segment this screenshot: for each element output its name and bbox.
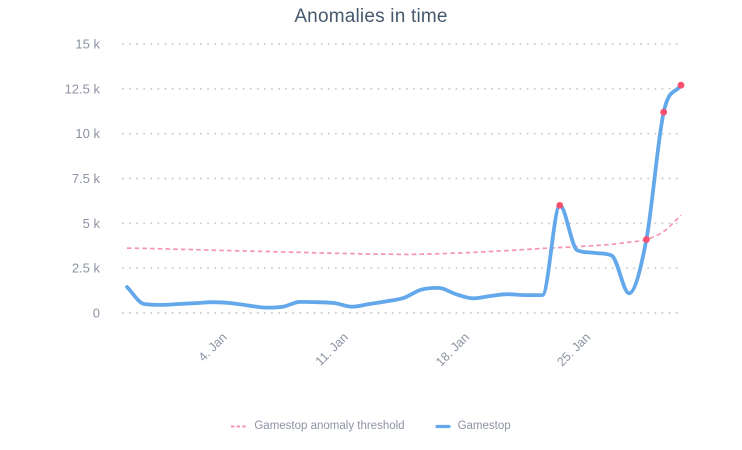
x-axis-label: 18. Jan xyxy=(433,330,472,369)
x-axis-label: 11. Jan xyxy=(313,330,351,368)
y-axis-label: 2.5 k xyxy=(72,261,101,276)
chart-legend: Gamestop anomaly threshold Gamestop xyxy=(0,420,742,432)
legend-item-threshold[interactable]: Gamestop anomaly threshold xyxy=(231,420,405,432)
anomaly-dot[interactable] xyxy=(660,108,668,116)
gamestop-line[interactable] xyxy=(125,83,683,310)
y-axis-label: 10 k xyxy=(75,126,100,141)
legend-label-threshold: Gamestop anomaly threshold xyxy=(254,420,405,432)
y-axis-label: 7.5 k xyxy=(72,171,101,186)
anomaly-dot[interactable] xyxy=(677,81,685,89)
y-axis-label: 5 k xyxy=(83,216,101,231)
anomaly-dot[interactable] xyxy=(643,236,650,243)
y-axis-label: 0 xyxy=(93,306,100,321)
legend-label-gamestop: Gamestop xyxy=(457,420,511,432)
legend-item-gamestop[interactable]: Gamestop xyxy=(434,420,511,432)
anomaly-dot[interactable] xyxy=(556,202,564,209)
dashed-line-icon xyxy=(231,425,248,427)
x-axis-label: 4. Jan xyxy=(196,330,230,364)
y-axis-label: 15 k xyxy=(75,37,100,52)
x-axis-label: 25. Jan xyxy=(554,330,593,369)
solid-line-icon xyxy=(434,424,451,428)
chart-title: Anomalies in time xyxy=(294,6,448,27)
y-axis-label: 12.5 k xyxy=(65,81,101,96)
threshold-line[interactable] xyxy=(126,214,682,256)
